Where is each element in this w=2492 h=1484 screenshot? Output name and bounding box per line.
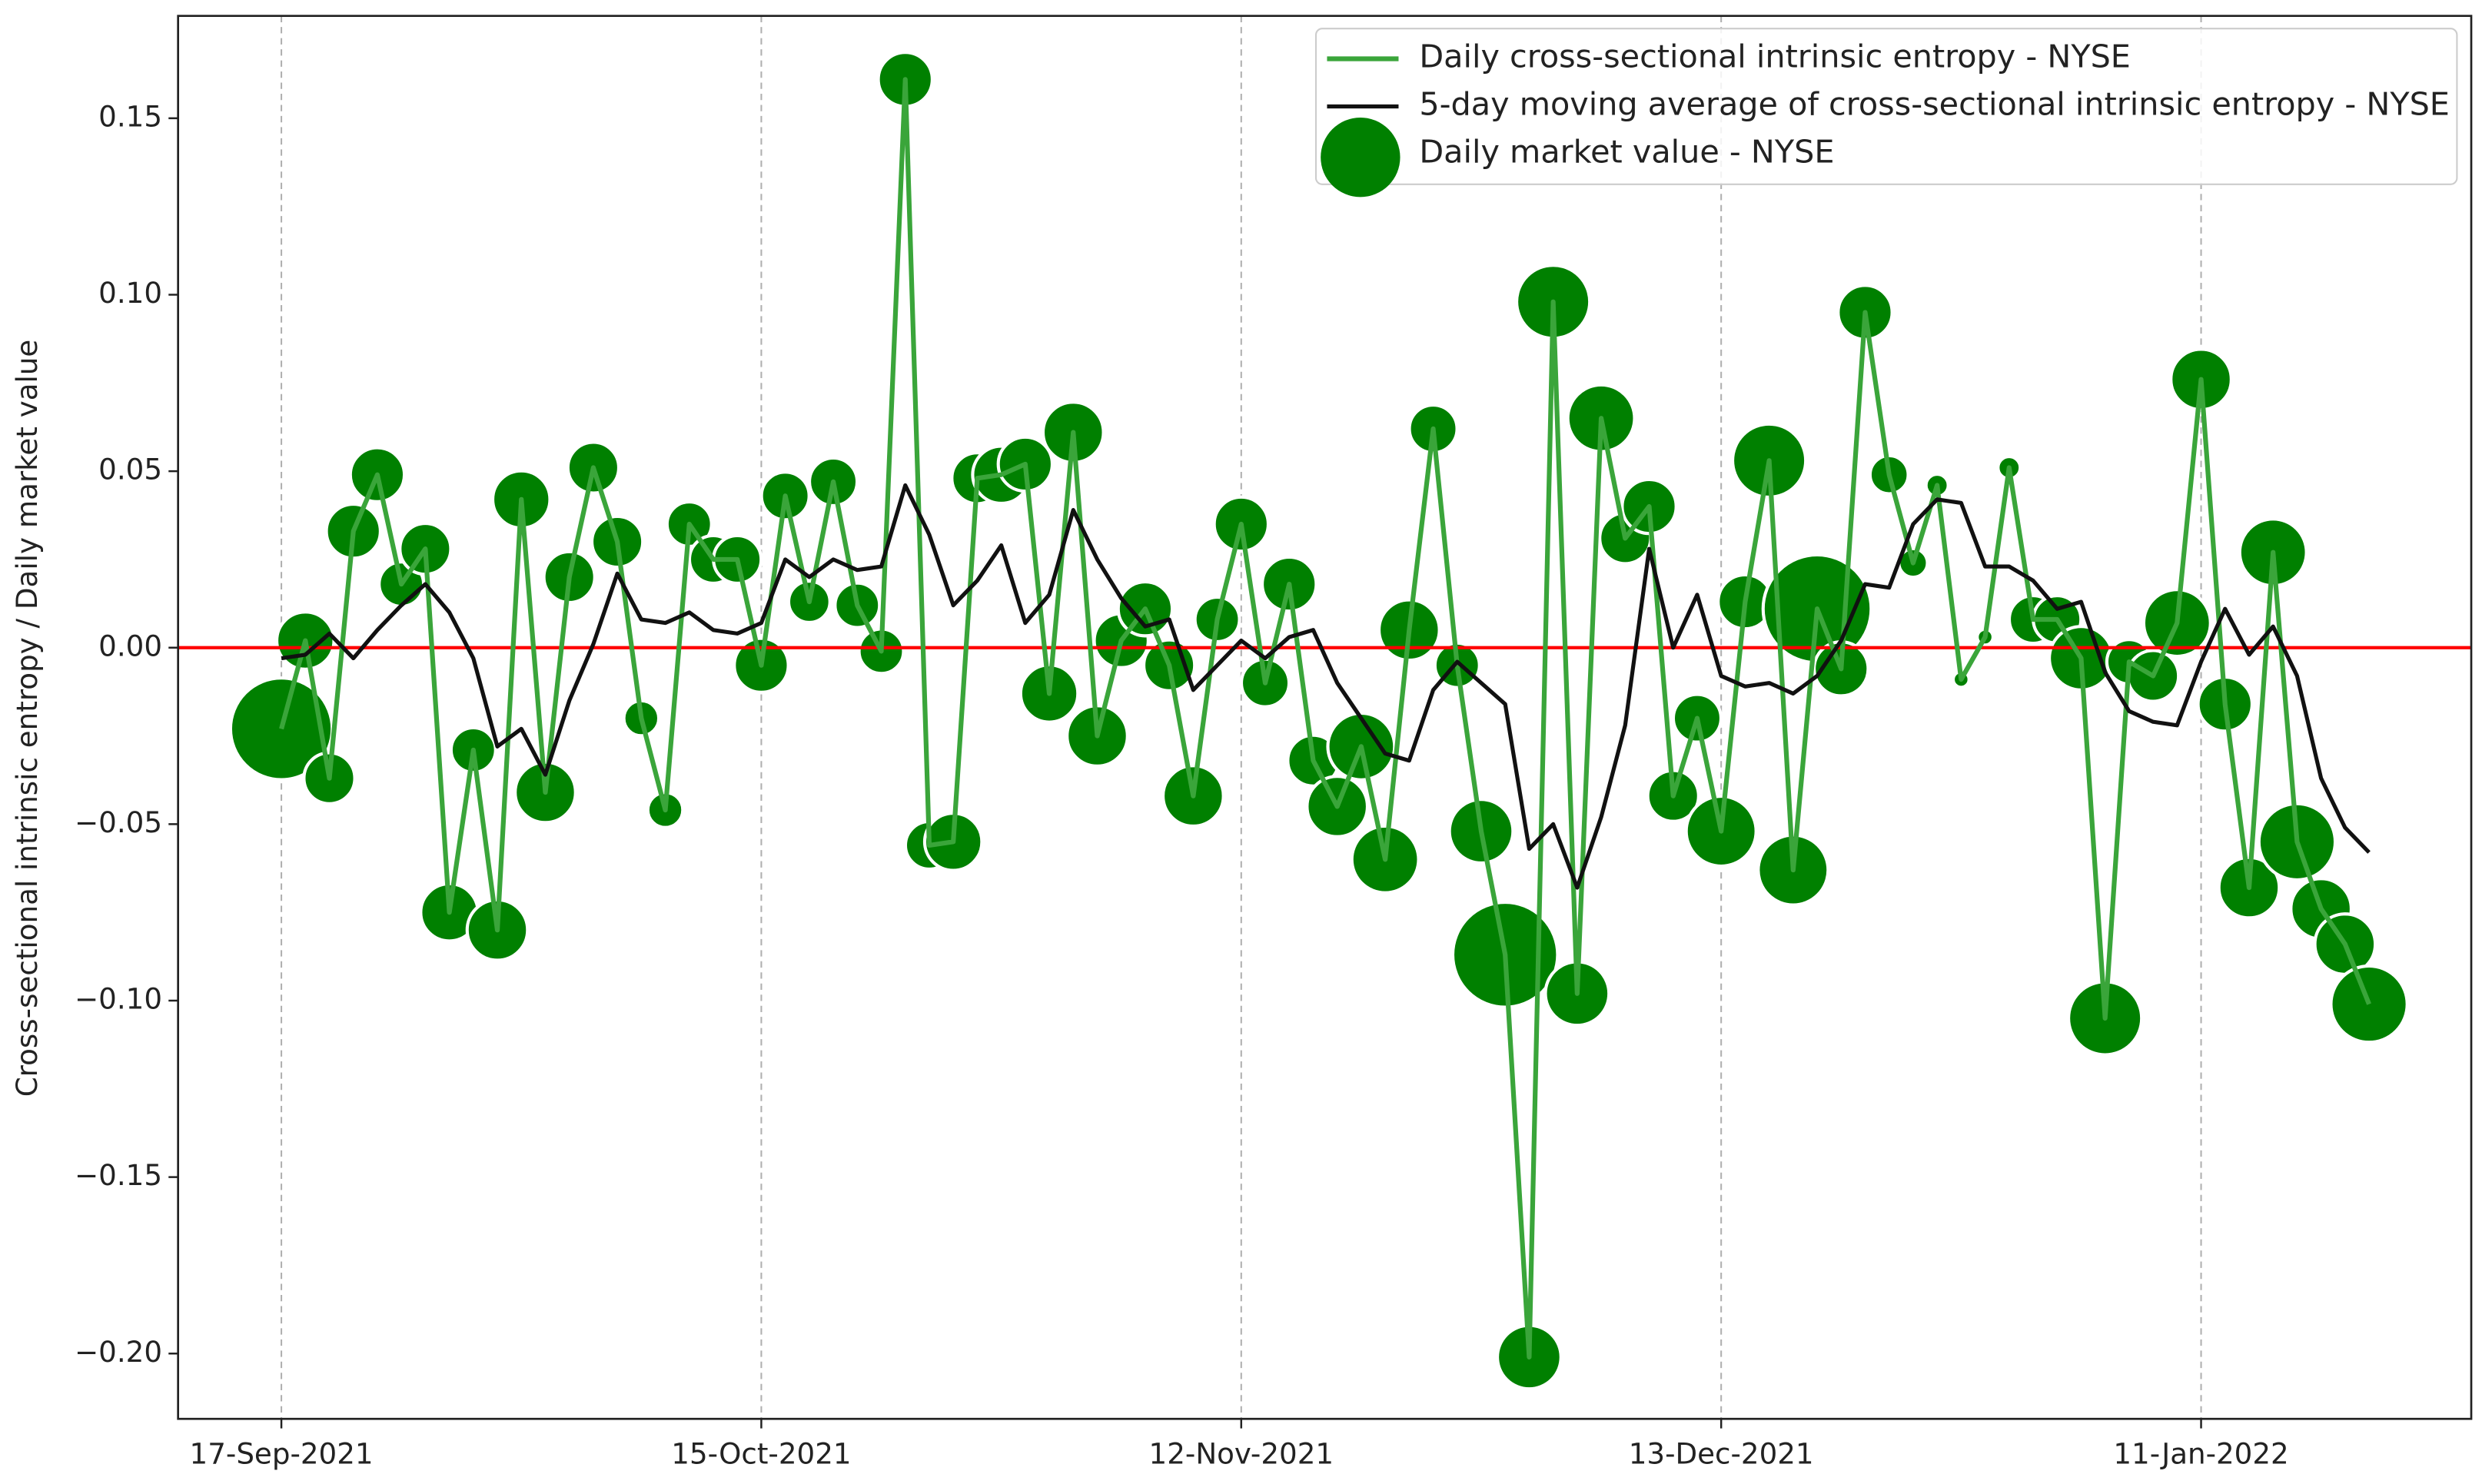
x-tick-label: 11-Jan-2022 xyxy=(2113,1436,2288,1470)
y-tick-label: −0.20 xyxy=(75,1335,162,1369)
y-tick-label: −0.10 xyxy=(75,982,162,1016)
x-tick-label: 15-Oct-2021 xyxy=(671,1436,851,1470)
x-tick-label: 17-Sep-2021 xyxy=(190,1436,374,1470)
moving-average-line xyxy=(281,483,2371,890)
y-tick-label: −0.15 xyxy=(75,1158,162,1192)
y-tick-label: −0.05 xyxy=(75,805,162,839)
legend-swatch xyxy=(1321,117,1401,198)
plot-frame xyxy=(177,15,2473,1420)
legend-label: 5-day moving average of cross-sectional … xyxy=(1419,86,2450,123)
legend-label: Daily cross-sectional intrinsic entropy … xyxy=(1419,38,2131,75)
x-tick-label: 13-Dec-2021 xyxy=(1629,1436,1814,1470)
y-tick-label: 0.10 xyxy=(98,276,162,310)
y-tick-label: 0.15 xyxy=(98,99,162,133)
y-axis-label: Cross-sectional intrinsic entropy / Dail… xyxy=(10,340,44,1097)
y-tick-label: 0.00 xyxy=(98,629,162,662)
legend: Daily cross-sectional intrinsic entropy … xyxy=(1314,28,2458,198)
legend-label: Daily market value - NYSE xyxy=(1419,134,1834,171)
x-tick-label: 12-Nov-2021 xyxy=(1149,1436,1334,1470)
y-tick-label: 0.05 xyxy=(98,453,162,486)
legend-box xyxy=(1314,28,2458,185)
entropy-line xyxy=(279,77,2371,1360)
